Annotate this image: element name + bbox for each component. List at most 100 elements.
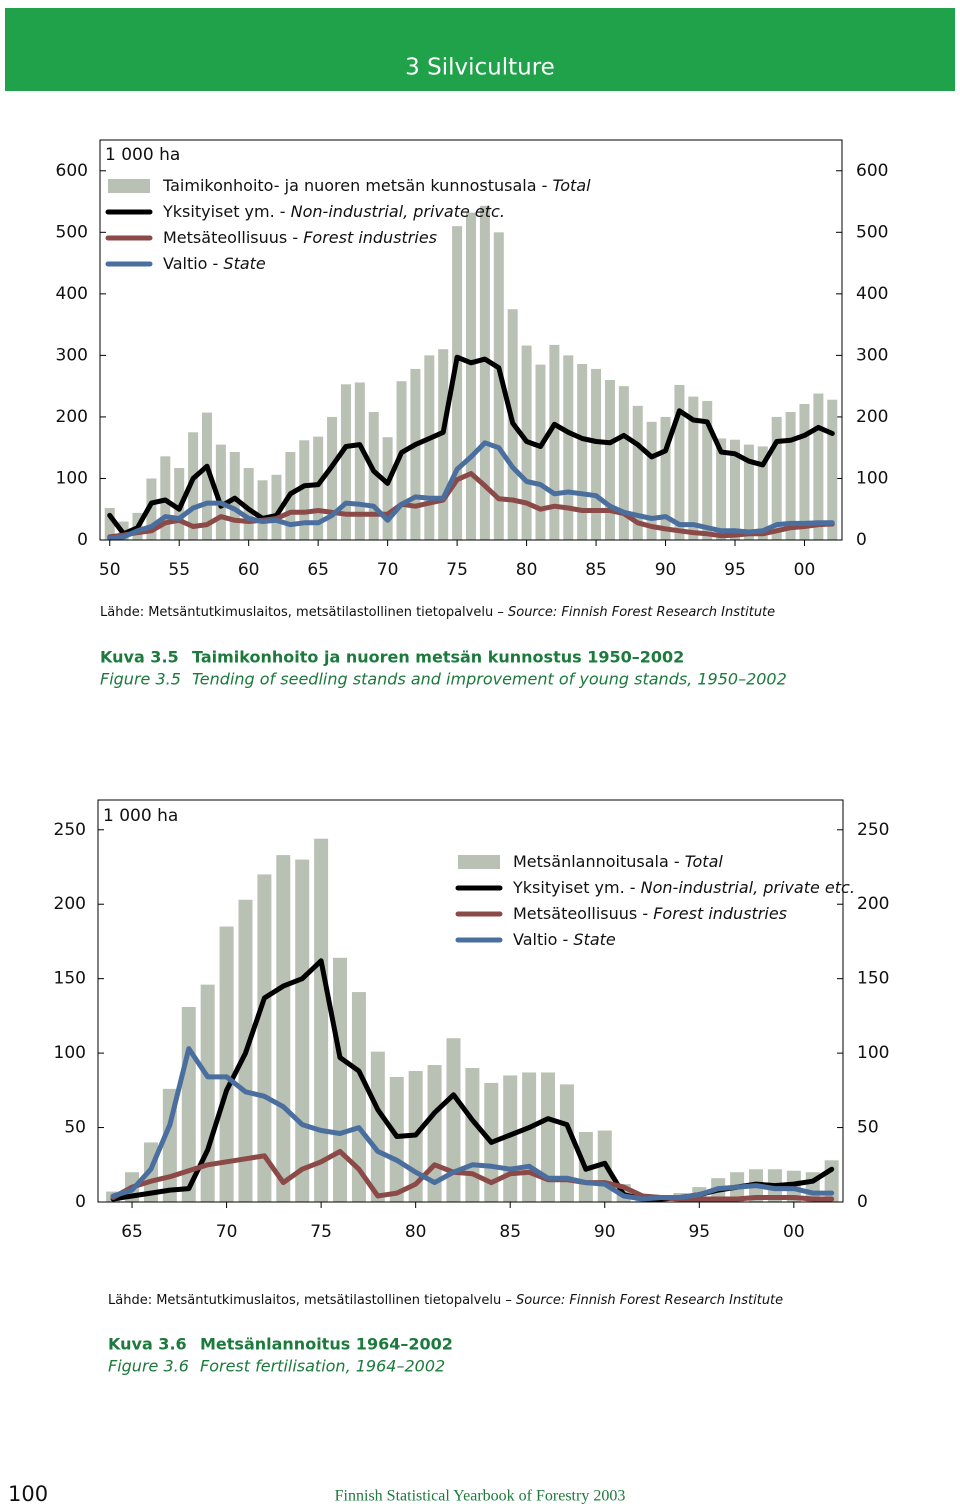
- bar: [327, 416, 338, 540]
- bar: [354, 382, 365, 540]
- caption-en-label: Figure 3.5: [100, 670, 181, 689]
- bar: [201, 412, 212, 540]
- x-tick-label: 60: [238, 560, 260, 580]
- y-tick-label: 300: [56, 345, 88, 365]
- header-band: [5, 8, 955, 91]
- bar: [660, 416, 671, 540]
- unit-label: 1 000 ha: [105, 145, 180, 165]
- source: Lähde: Metsäntutkimuslaitos, metsätilast…: [100, 605, 775, 620]
- bar: [716, 438, 727, 540]
- y2-tick-label: 250: [857, 820, 889, 840]
- caption-fi-title: Metsänlannoitus 1964–2002: [200, 1335, 453, 1354]
- bar: [757, 446, 768, 540]
- bar: [824, 1160, 839, 1202]
- x-tick-label: 90: [594, 1222, 616, 1242]
- y-tick-label: 250: [54, 820, 86, 840]
- x-tick-label: 00: [794, 560, 816, 580]
- legend-label: Yksityiset ym. - Non-industrial, private…: [512, 878, 855, 897]
- x-tick-label: 85: [585, 560, 607, 580]
- bar: [243, 468, 254, 540]
- footer-title: Finnish Statistical Yearbook of Forestry…: [335, 1488, 626, 1505]
- bar: [674, 384, 685, 540]
- bar: [313, 436, 324, 540]
- bar: [257, 874, 272, 1202]
- y2-tick-label: 600: [856, 161, 888, 181]
- caption-fi-title: Taimikonhoito ja nuoren metsän kunnostus…: [192, 648, 684, 667]
- line: [107, 354, 835, 537]
- y2-tick-label: 200: [857, 894, 889, 914]
- bar: [535, 364, 546, 540]
- bar: [340, 384, 351, 540]
- legend-label: Valtio - State: [513, 930, 616, 949]
- x-tick-label: 00: [783, 1222, 805, 1242]
- caption-en-label: Figure 3.6: [108, 1357, 189, 1376]
- bar: [446, 1038, 461, 1202]
- line: [110, 1148, 835, 1202]
- bar: [438, 349, 449, 540]
- x-tick-label: 95: [688, 1222, 710, 1242]
- legend-label: Metsänlannoitusala - Total: [513, 852, 723, 871]
- bar: [146, 478, 157, 540]
- y2-tick-label: 150: [857, 969, 889, 989]
- source-en: Source: Finnish Forest Research Institut…: [508, 605, 775, 620]
- bar: [410, 368, 421, 540]
- legend-swatch: [458, 855, 500, 869]
- bar: [702, 400, 713, 540]
- page-number: 100: [8, 1482, 48, 1506]
- bar: [314, 838, 329, 1202]
- y-tick-label: 600: [56, 161, 88, 181]
- y2-tick-label: 50: [857, 1118, 879, 1138]
- x-tick-label: 80: [516, 560, 538, 580]
- line: [107, 440, 835, 541]
- y-tick-label: 0: [75, 1192, 86, 1212]
- caption-fi-label: Kuva 3.5: [100, 648, 179, 667]
- bar: [604, 380, 615, 540]
- bar: [563, 355, 574, 540]
- bar: [646, 421, 657, 540]
- source-en: Source: Finnish Forest Research Institut…: [516, 1293, 783, 1308]
- source-fi: Lähde: Metsäntutkimuslaitos, metsätilast…: [108, 1293, 516, 1308]
- bar: [541, 1072, 556, 1202]
- y-tick-label: 400: [56, 284, 88, 304]
- legend-label: Metsäteollisuus - Forest industries: [163, 228, 437, 247]
- y-tick-label: 100: [56, 468, 88, 488]
- legend-label: Metsäteollisuus - Forest industries: [513, 904, 787, 923]
- bar: [466, 212, 476, 540]
- bar: [424, 355, 435, 540]
- y-tick-label: 0: [77, 530, 88, 550]
- bar: [396, 381, 407, 540]
- x-tick-label: 70: [216, 1222, 238, 1242]
- bar: [688, 396, 699, 540]
- y2-tick-label: 100: [856, 468, 888, 488]
- x-tick-label: 50: [99, 560, 121, 580]
- legend-label: Taimikonhoito- ja nuoren metsän kunnostu…: [162, 176, 591, 195]
- bar: [215, 444, 226, 540]
- bar: [549, 344, 560, 540]
- bar: [465, 1068, 480, 1202]
- legend-label: Yksityiset ym. - Non-industrial, private…: [162, 202, 505, 221]
- bar: [382, 437, 393, 540]
- bar: [295, 859, 310, 1202]
- legend-swatch: [108, 179, 150, 193]
- y2-tick-label: 0: [856, 530, 867, 550]
- bar: [219, 926, 234, 1202]
- x-tick-label: 90: [655, 560, 677, 580]
- plot-frame: [99, 139, 843, 541]
- bar: [559, 1084, 574, 1202]
- caption-en-title: Tending of seedling stands and improveme…: [192, 670, 787, 689]
- legend-label: Valtio - State: [163, 254, 266, 273]
- x-tick-label: 65: [121, 1222, 143, 1242]
- source: Lähde: Metsäntutkimuslaitos, metsätilast…: [108, 1293, 783, 1308]
- bar: [351, 992, 366, 1202]
- bar: [257, 480, 268, 540]
- caption-fi-label: Kuva 3.6: [108, 1335, 187, 1354]
- unit-label: 1 000 ha: [103, 806, 178, 826]
- bar: [333, 957, 348, 1202]
- y-tick-label: 200: [54, 894, 86, 914]
- x-tick-label: 65: [307, 560, 329, 580]
- bar: [522, 1072, 537, 1202]
- y-tick-label: 100: [54, 1043, 86, 1063]
- x-tick-label: 75: [446, 560, 468, 580]
- y2-tick-label: 500: [856, 222, 888, 242]
